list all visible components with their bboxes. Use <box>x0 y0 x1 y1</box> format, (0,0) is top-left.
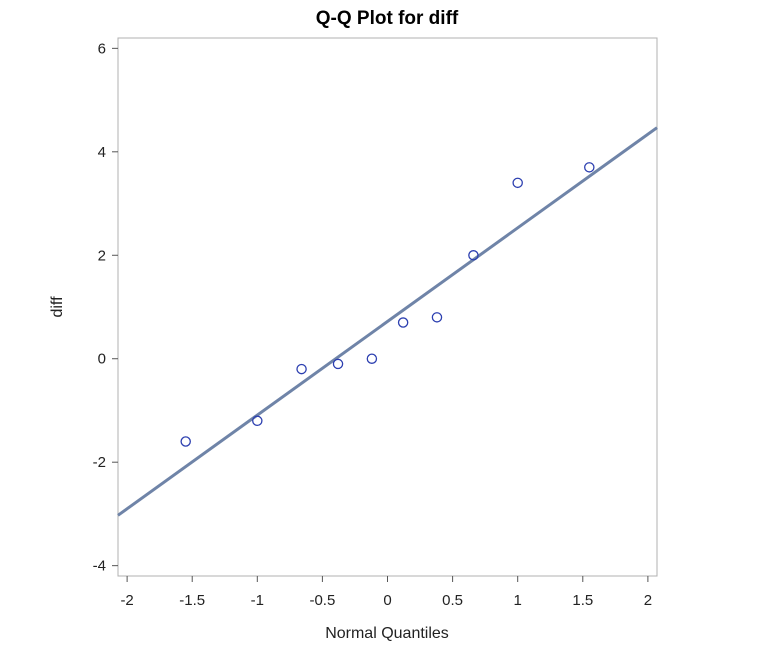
x-tick-label: 0 <box>383 592 391 609</box>
y-tick-label: -2 <box>93 454 106 471</box>
x-tick-label: 2 <box>644 592 652 609</box>
x-tick-label: -1 <box>251 592 264 609</box>
data-point <box>366 353 378 364</box>
x-tick-label: -2 <box>120 592 133 609</box>
y-axis: -4 -2 0 2 4 6 <box>93 40 118 575</box>
x-tick-label: 1.5 <box>572 592 593 609</box>
x-tick-label: 0.5 <box>442 592 463 609</box>
reference-line <box>117 126 658 517</box>
reference-line-layer <box>117 126 658 517</box>
data-point <box>584 162 595 173</box>
data-point <box>512 177 523 189</box>
y-tick-label: 0 <box>98 351 106 368</box>
data-point <box>296 363 307 375</box>
data-points-layer <box>180 162 595 447</box>
data-point <box>397 317 409 328</box>
data-point <box>468 250 479 261</box>
x-tick-label: -1.5 <box>179 592 205 609</box>
y-tick-label: 4 <box>98 144 106 161</box>
x-axis: -2 -1.5 -1 -0.5 0 0.5 1 1.5 2 <box>120 576 652 609</box>
data-point <box>332 358 344 370</box>
x-axis-label: Normal Quantiles <box>325 625 449 642</box>
data-point <box>431 312 443 323</box>
y-tick-label: -4 <box>93 558 106 575</box>
y-tick-label: 6 <box>98 40 106 57</box>
data-point <box>252 415 263 427</box>
plot-frame <box>117 37 658 577</box>
y-axis-label: diff <box>49 296 66 318</box>
x-tick-label: -0.5 <box>309 592 335 609</box>
x-tick-label: 1 <box>514 592 522 609</box>
data-point <box>180 436 191 447</box>
chart-title: Q-Q Plot for diff <box>316 8 459 29</box>
y-tick-label: 2 <box>98 247 106 264</box>
